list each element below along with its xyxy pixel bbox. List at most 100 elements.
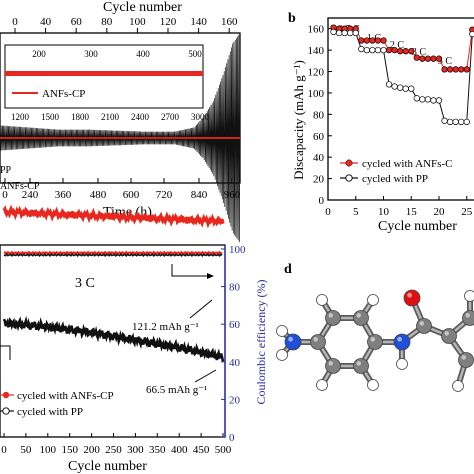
panel-a-inset-top-tick-label: 400 — [136, 49, 150, 59]
panel-c-yticks-right: 0 20 40 60 80 100 — [221, 244, 246, 444]
panel-c-ytick-label: 40 — [229, 357, 241, 369]
panel-b-anfs-point — [458, 66, 465, 73]
panel-b-pp-point — [463, 118, 470, 125]
panel-a-inset-bottom-tick-label: 1800 — [71, 112, 90, 122]
panel-c-anno2-line — [194, 369, 217, 383]
panel-b-rate-label: 2 C — [390, 40, 405, 51]
panel-a-bottom-tick-label: 240 — [22, 189, 39, 201]
panel-a-inset-bottom-tick-label: 1200 — [11, 112, 30, 122]
panel-c-anno1-line — [189, 299, 213, 319]
panel-c-xtick-label: 350 — [149, 444, 166, 456]
panel-b-anfs-point — [424, 55, 432, 62]
panel-d: d — [276, 262, 474, 392]
panel-a-bottom-ticks: 0 240 360 480 600 720 840 960 — [2, 178, 241, 201]
panel-c-capacity-anfs — [2, 204, 225, 229]
panel-a-inset-ticks: 200 300 400 500 1200 1500 1800 2100 2400 2700 3000 — [11, 49, 210, 122]
panel-a-inset-bottom-tick-label: 3000 — [191, 112, 210, 122]
panel-b-xticks: 0 5 10 15 20 25 — [325, 196, 473, 218]
nitrogen-atom — [393, 333, 411, 351]
panel-b-ytick-label: 160 — [308, 24, 325, 36]
panel-c-xtick-label: 200 — [83, 444, 100, 456]
panel-b-anfs-point — [391, 46, 398, 54]
panel-c-capacity-pp — [2, 315, 225, 362]
hydrogen-atom — [367, 379, 379, 391]
panel-b-anfs-point — [385, 46, 393, 54]
panel-a-inset-top-tick-label: 200 — [32, 49, 46, 59]
panel-a-inset-bottom-tick-label: 2100 — [101, 112, 120, 122]
hydrogen-atom — [452, 380, 464, 392]
panel-b-anfs-point — [397, 48, 404, 55]
panel-c-xtick-label: 100 — [40, 444, 57, 456]
panel-a-top-tick-label: 0 — [12, 16, 18, 28]
carbon-atom — [325, 358, 341, 374]
panel-c-rate-label: 3 C — [75, 276, 95, 291]
carbon-atom-shine — [328, 313, 333, 318]
panel-c-ytick-label: 100 — [229, 244, 246, 256]
panel-b-ytick-label: 0 — [319, 195, 325, 207]
panel-b-pp-point — [408, 85, 415, 92]
panel-b-pp-point — [397, 84, 404, 91]
carbon-atom-shine — [461, 355, 466, 360]
panel-c-xtick-label: 250 — [105, 444, 122, 456]
panel-b-pp-point — [435, 97, 443, 104]
carbon-atom — [416, 318, 432, 334]
panel-b-xtick-label: 5 — [353, 206, 359, 218]
panel-b-pp-point — [374, 46, 382, 54]
panel-b-ytick-label: 40 — [313, 152, 325, 164]
hydrogen-atom-shine — [318, 381, 322, 385]
carbon-atom — [353, 358, 369, 374]
panel-b-pp-point — [385, 81, 393, 88]
molecule-model — [276, 289, 474, 392]
panel-c-ytick-label: 60 — [229, 319, 241, 331]
carbon-atom — [458, 352, 474, 368]
hydrogen-atom — [367, 294, 379, 306]
panel-a-inset-top-tick-label: 300 — [84, 49, 98, 59]
panel-b-ylabel: Discapacity (mAh g⁻¹) — [291, 60, 306, 180]
panel-a-bottom-tick-label: 360 — [55, 189, 72, 201]
panel-a-inset-legend: ANFs-CP — [42, 88, 85, 100]
hydrogen-atom-shine — [369, 296, 373, 300]
panel-b-anfs-point — [430, 55, 437, 62]
carbon-atom-shine — [444, 331, 449, 336]
panel-a-top-tick-label: 120 — [160, 16, 177, 28]
carbon-atom-shine — [313, 337, 318, 342]
panel-b-pp-point — [424, 96, 432, 103]
panel-a-pp-curve — [0, 32, 241, 243]
panel-d-letter: d — [284, 262, 292, 277]
nitrogen-atom-shine — [397, 336, 402, 342]
panel-b-anfs-point — [363, 37, 371, 44]
panel-c-xtick-label: 150 — [61, 444, 78, 456]
panel-a-legend-anfs: ANFs-CP — [0, 181, 40, 192]
panel-c-xtick-label: 500 — [215, 444, 232, 456]
panel-b-pp-point — [413, 95, 420, 102]
panel-b-legend-pp-label: cycled with PP — [362, 173, 428, 185]
hydrogen-atom — [316, 294, 328, 306]
panel-b-pp-point — [358, 45, 365, 53]
carbon-atom-shine — [328, 361, 333, 366]
nitrogen-atom — [284, 333, 302, 351]
panel-c-ytick-label: 80 — [229, 282, 241, 294]
carbon-atom — [353, 310, 369, 326]
panel-c-legend-pp-marker — [2, 407, 10, 415]
panel-a-bottom-tick-label: 960 — [224, 189, 241, 201]
hydrogen-atom — [316, 379, 328, 391]
hydrogen-atom — [276, 325, 288, 337]
panel-c-xtick-label: 450 — [193, 444, 210, 456]
panel-c-series — [2, 204, 225, 362]
panel-c-legend-anfs-label: cycled with ANFs-CP — [17, 390, 114, 402]
panel-a-top-axis-label: Cycle number — [103, 0, 182, 15]
panel-b-xtick-label: 0 — [325, 206, 331, 218]
carbon-atom — [367, 334, 383, 350]
panel-c-xtick-label: 400 — [171, 444, 188, 456]
panel-c-left-bracket — [0, 345, 11, 360]
panel-b-ytick-label: 60 — [313, 131, 325, 143]
panel-c-legend-anfs-marker — [2, 391, 10, 399]
panel-b-anfs-point — [435, 55, 443, 62]
carbon-atom — [462, 310, 474, 326]
panel-b-anfs-point — [380, 37, 387, 44]
panel-b-legend-anfs-marker — [345, 159, 353, 167]
panel-b-legend-anfs-label: cycled with ANFs-C — [362, 158, 452, 170]
panel-a-top-ticks: 0 40 60 80 100 120 140 160 — [12, 16, 238, 33]
